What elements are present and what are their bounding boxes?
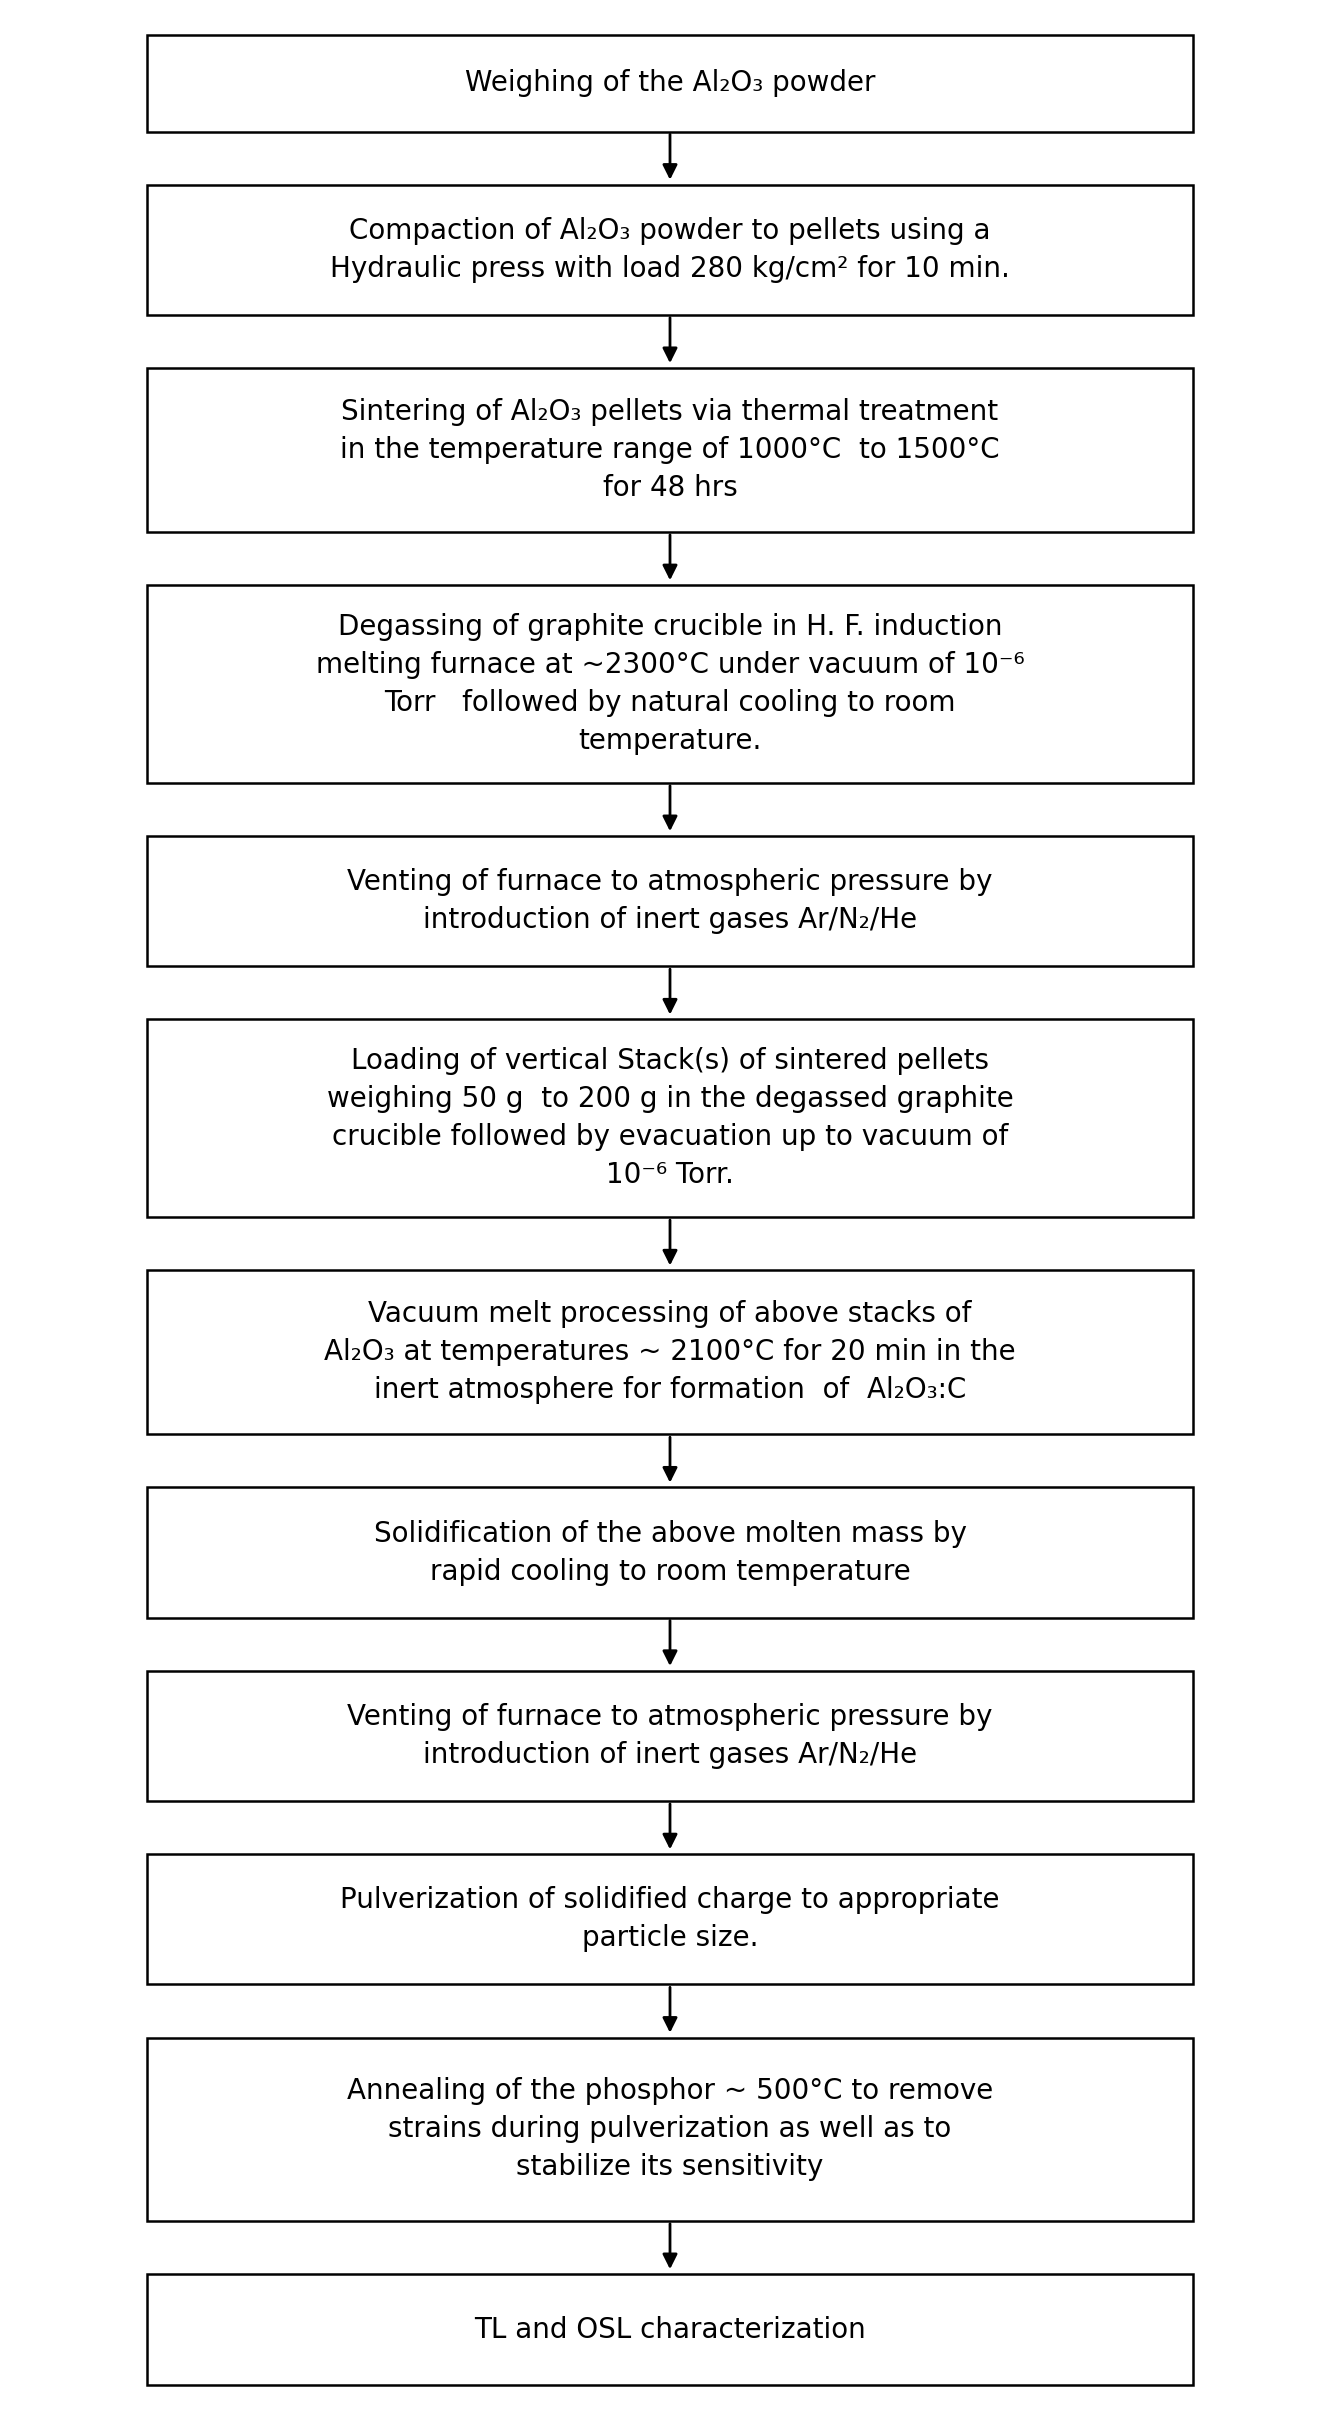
Text: in the temperature range of 1000°C  to 1500°C: in the temperature range of 1000°C to 15… (340, 436, 1000, 465)
Bar (147, 184, 1193, 315)
Bar (147, 2038, 1193, 2222)
Bar (147, 368, 1193, 532)
Text: strains during pulverization as well as to: strains during pulverization as well as … (389, 2115, 951, 2144)
Bar (147, 835, 1193, 966)
Text: for 48 hrs: for 48 hrs (603, 474, 737, 501)
Text: Solidification of the above molten mass by: Solidification of the above molten mass … (374, 1520, 966, 1549)
Text: crucible followed by evacuation up to vacuum of: crucible followed by evacuation up to va… (332, 1123, 1008, 1152)
Bar (147, 1854, 1193, 1984)
Text: melting furnace at ~2300°C under vacuum of 10⁻⁶: melting furnace at ~2300°C under vacuum … (316, 651, 1024, 680)
Text: introduction of inert gases Ar/N₂/He: introduction of inert gases Ar/N₂/He (423, 905, 917, 934)
Text: Venting of furnace to atmospheric pressure by: Venting of furnace to atmospheric pressu… (347, 1704, 993, 1730)
Bar (147, 1270, 1193, 1435)
Text: particle size.: particle size. (582, 1924, 758, 1953)
Text: Vacuum melt processing of above stacks of: Vacuum melt processing of above stacks o… (369, 1300, 972, 1329)
Text: Loading of vertical Stack(s) of sintered pellets: Loading of vertical Stack(s) of sintered… (351, 1048, 989, 1074)
Bar (147, 1019, 1193, 1217)
Text: Pulverization of solidified charge to appropriate: Pulverization of solidified charge to ap… (340, 1885, 1000, 1914)
Bar (147, 586, 1193, 784)
Text: introduction of inert gases Ar/N₂/He: introduction of inert gases Ar/N₂/He (423, 1740, 917, 1769)
Text: temperature.: temperature. (579, 726, 761, 755)
Text: Sintering of Al₂O₃ pellets via thermal treatment: Sintering of Al₂O₃ pellets via thermal t… (342, 397, 998, 426)
Bar (147, 2275, 1193, 2386)
Bar (147, 1670, 1193, 1800)
Text: inert atmosphere for formation  of  Al₂O₃:C: inert atmosphere for formation of Al₂O₃:… (374, 1377, 966, 1404)
Text: 10⁻⁶ Torr.: 10⁻⁶ Torr. (606, 1162, 734, 1188)
Text: rapid cooling to room temperature: rapid cooling to room temperature (430, 1558, 910, 1585)
Bar (147, 1488, 1193, 1617)
Text: Torr   followed by natural cooling to room: Torr followed by natural cooling to room (385, 690, 955, 716)
Text: Degassing of graphite crucible in H. F. induction: Degassing of graphite crucible in H. F. … (338, 612, 1002, 641)
Bar (147, 34, 1193, 131)
Text: Venting of furnace to atmospheric pressure by: Venting of furnace to atmospheric pressu… (347, 869, 993, 895)
Text: Annealing of the phosphor ~ 500°C to remove: Annealing of the phosphor ~ 500°C to rem… (347, 2076, 993, 2105)
Text: Hydraulic press with load 280 kg/cm² for 10 min.: Hydraulic press with load 280 kg/cm² for… (330, 254, 1010, 283)
Text: Compaction of Al₂O₃ powder to pellets using a: Compaction of Al₂O₃ powder to pellets us… (350, 218, 990, 244)
Text: weighing 50 g  to 200 g in the degassed graphite: weighing 50 g to 200 g in the degassed g… (327, 1084, 1013, 1113)
Text: TL and OSL characterization: TL and OSL characterization (474, 2316, 866, 2343)
Text: Weighing of the Al₂O₃ powder: Weighing of the Al₂O₃ powder (465, 70, 875, 97)
Text: stabilize its sensitivity: stabilize its sensitivity (516, 2154, 824, 2180)
Text: Al₂O₃ at temperatures ~ 2100°C for 20 min in the: Al₂O₃ at temperatures ~ 2100°C for 20 mi… (324, 1338, 1016, 1367)
